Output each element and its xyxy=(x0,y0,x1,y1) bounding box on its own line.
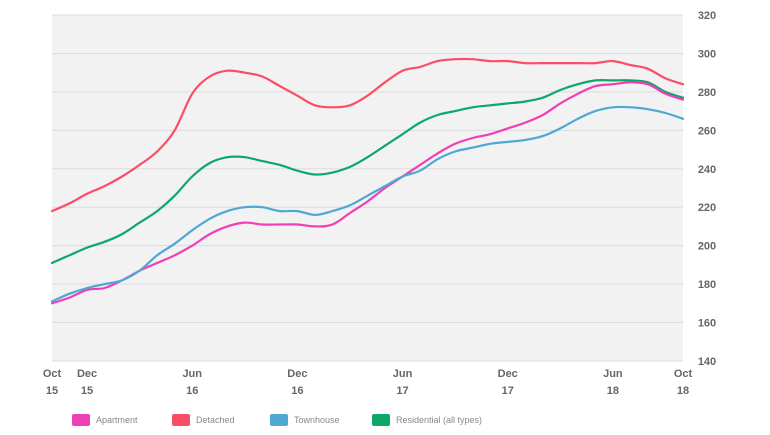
x-tick-year: 16 xyxy=(291,385,303,397)
x-axis-ticks: Oct 15 Dec 15 Jun 16 Dec 16 Jun 17 Dec 17 Jun 18 Oct 18 xyxy=(43,368,693,397)
legend-item-residential-all-types[interactable]: Residential (all types) xyxy=(372,414,482,426)
y-tick-label: 200 xyxy=(698,241,716,253)
x-tick-month: Dec xyxy=(77,368,97,380)
legend-label: Detached xyxy=(196,415,235,425)
x-tick-month: Oct xyxy=(674,368,693,380)
x-tick-month: Dec xyxy=(287,368,307,380)
x-tick-year: 15 xyxy=(81,385,93,397)
series-line-townhouse xyxy=(50,105,685,303)
legend-swatch xyxy=(372,414,390,426)
x-tick-year: 17 xyxy=(396,385,408,397)
series-line-apartment xyxy=(50,81,685,305)
legend-swatch xyxy=(172,414,190,426)
plot-background xyxy=(52,15,683,361)
series-line-residential-all-types xyxy=(50,78,685,265)
legend-item-apartment[interactable]: Apartment xyxy=(72,414,138,426)
legend-swatch xyxy=(270,414,288,426)
legend-label: Apartment xyxy=(96,415,138,425)
x-tick-month: Jun xyxy=(393,368,413,380)
x-tick-month: Oct xyxy=(43,368,62,380)
y-tick-label: 320 xyxy=(698,10,716,22)
y-tick-label: 240 xyxy=(698,164,716,176)
legend-label: Residential (all types) xyxy=(396,415,483,425)
y-tick-label: 180 xyxy=(698,279,716,291)
y-tick-label: 160 xyxy=(698,318,716,330)
x-tick-year: 18 xyxy=(677,385,689,397)
x-tick-month: Dec xyxy=(498,368,518,380)
y-tick-label: 280 xyxy=(698,87,716,99)
legend-item-detached[interactable]: Detached xyxy=(172,414,235,426)
legend-label: Townhouse xyxy=(294,415,340,425)
x-tick-year: 18 xyxy=(607,385,619,397)
chart-legend: Apartment Detached Townhouse Residential (a… xyxy=(0,414,770,434)
x-tick-month: Jun xyxy=(182,368,202,380)
y-tick-label: 220 xyxy=(698,202,716,214)
legend-item-townhouse[interactable]: Townhouse xyxy=(270,414,340,426)
gridlines xyxy=(52,14,683,362)
y-tick-label: 300 xyxy=(698,48,716,60)
x-tick-month: Jun xyxy=(603,368,623,380)
y-tick-label: 260 xyxy=(698,125,716,137)
y-axis-ticks: 140 160 180 200 220 240 260 280 300 320 xyxy=(698,10,716,368)
x-tick-year: 17 xyxy=(502,385,514,397)
series-lines xyxy=(50,57,685,305)
legend-swatch xyxy=(72,414,90,426)
x-tick-year: 16 xyxy=(186,385,198,397)
y-tick-label: 140 xyxy=(698,356,716,368)
series-line-detached xyxy=(50,57,685,213)
x-tick-year: 15 xyxy=(46,385,58,397)
